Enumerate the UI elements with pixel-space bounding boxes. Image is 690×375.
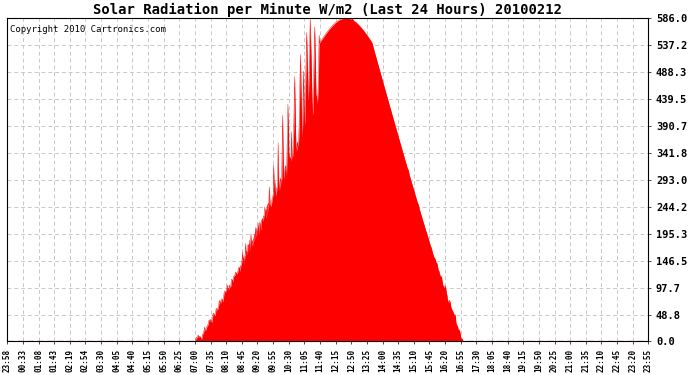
Title: Solar Radiation per Minute W/m2 (Last 24 Hours) 20100212: Solar Radiation per Minute W/m2 (Last 24…	[93, 3, 562, 17]
Text: Copyright 2010 Cartronics.com: Copyright 2010 Cartronics.com	[10, 25, 166, 34]
